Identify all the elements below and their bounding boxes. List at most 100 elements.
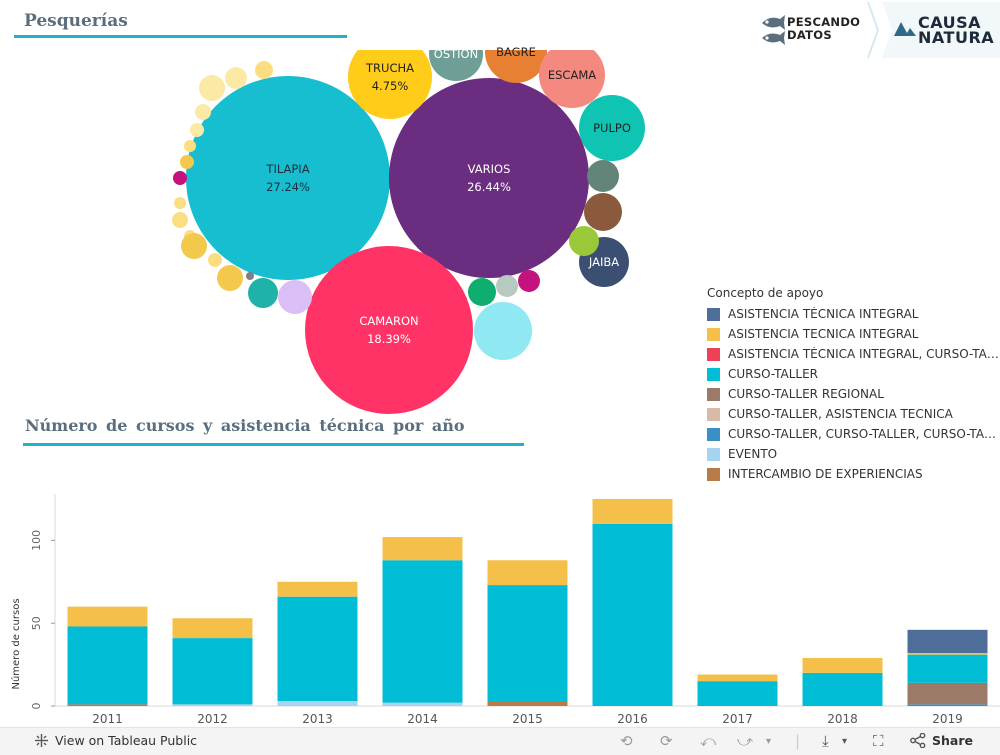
bubble-ostion[interactable] — [429, 50, 483, 81]
bubble-name: ESCAMA — [547, 68, 597, 82]
bubble-small[interactable] — [248, 278, 278, 308]
x-tick-label: 2019 — [932, 712, 963, 726]
legend-item[interactable]: CURSO-TALLER — [707, 364, 1000, 384]
revert-icon[interactable]: ⤺ — [700, 732, 717, 750]
bubble-small[interactable] — [199, 75, 225, 101]
bubble-small[interactable] — [208, 253, 222, 267]
bar-segment[interactable] — [802, 672, 883, 706]
x-tick-label: 2013 — [302, 712, 333, 726]
bubble-small[interactable] — [172, 212, 188, 228]
undo-icon[interactable]: ⟲ — [620, 732, 633, 750]
legend-item[interactable]: CURSO-TALLER, CURSO-TALLER, CURSO-TALLER — [707, 424, 1000, 444]
bubble-name: VARIOS — [467, 162, 511, 176]
bubble-small[interactable] — [195, 104, 211, 120]
bubble-name: BAGRE — [496, 45, 536, 59]
legend-item[interactable]: CURSO-TALLER REGIONAL — [707, 384, 1000, 404]
bubble-label: VARIOS 26.44% — [467, 160, 511, 196]
bar-segment[interactable] — [67, 704, 148, 706]
download-icon[interactable]: ⤓ — [822, 732, 829, 750]
refresh-dropdown-chevron-icon[interactable]: ▾ — [766, 736, 772, 747]
bubble-trucha[interactable] — [348, 50, 432, 119]
bar-segment[interactable] — [907, 704, 988, 706]
y-tick-label: 50 — [30, 616, 43, 630]
courses-bar-chart[interactable]: 0 50 100 Número de cursos 2011 2012 2013 2014 20… — [0, 488, 1000, 728]
bubble-small[interactable] — [190, 123, 204, 137]
legend-item[interactable]: EVENTO — [707, 444, 1000, 464]
view-on-tableau-link[interactable]: View on Tableau Public — [34, 733, 197, 748]
share-button[interactable]: Share — [910, 733, 973, 748]
bubble-small[interactable] — [181, 233, 207, 259]
bubble-small[interactable] — [518, 270, 540, 292]
bar-segment[interactable] — [802, 657, 883, 673]
bar-segment[interactable] — [172, 638, 253, 705]
bar-segment[interactable] — [487, 585, 568, 702]
bar-segment[interactable] — [487, 701, 568, 706]
download-dropdown-chevron-icon[interactable]: ▾ — [842, 736, 848, 747]
bubble-label: TRUCHA 4.75% — [366, 59, 414, 95]
bubble-label: BAGRE — [496, 43, 536, 61]
bubble-small[interactable] — [474, 302, 532, 360]
bubble-camaron[interactable] — [305, 246, 473, 414]
bubble-escama[interactable] — [539, 50, 605, 108]
bar-segment[interactable] — [172, 618, 253, 639]
bubble-label: PULPO — [593, 119, 631, 137]
bubble-small[interactable] — [173, 171, 187, 185]
legend-item[interactable]: ASISTENCIA TECNICA INTEGRAL — [707, 324, 1000, 344]
legend-swatch — [707, 307, 720, 321]
bar-segment[interactable] — [907, 682, 988, 705]
legend-item[interactable]: ASISTENCIA TÉCNICA INTEGRAL, CURSO-TALLE… — [707, 344, 1000, 364]
bar-segment[interactable] — [277, 596, 358, 702]
legend-item[interactable]: ASISTENCIA TÉCNICA INTEGRAL — [707, 304, 1000, 324]
y-tick-label: 100 — [30, 530, 43, 551]
bar-segment[interactable] — [277, 701, 358, 706]
bubble-tilapia[interactable] — [186, 76, 390, 280]
bar-segment[interactable] — [277, 581, 358, 597]
bubble-small[interactable] — [569, 226, 599, 256]
bubble-varios[interactable] — [389, 78, 589, 278]
bar-segment[interactable] — [487, 560, 568, 586]
bar-segment[interactable] — [697, 681, 778, 706]
bar-segment[interactable] — [592, 523, 673, 706]
bubble-small[interactable] — [174, 197, 186, 209]
logo-divider — [867, 1, 880, 59]
bar-segment[interactable] — [172, 704, 253, 706]
bubble-bagre[interactable] — [485, 50, 547, 83]
bar-segment[interactable] — [67, 626, 148, 705]
legend-item[interactable]: INTERCAMBIO DE EXPERIENCIAS — [707, 464, 1000, 484]
bar-segment[interactable] — [697, 674, 778, 682]
bubble-small[interactable] — [255, 61, 273, 79]
bubble-small[interactable] — [584, 193, 622, 231]
view-on-tableau-label: View on Tableau Public — [55, 733, 198, 748]
bubble-small[interactable] — [496, 275, 518, 297]
bubble-small[interactable] — [468, 278, 496, 306]
bar-segment[interactable] — [382, 560, 463, 703]
redo-icon[interactable]: ⟳ — [660, 732, 673, 750]
bubble-pulpo[interactable] — [579, 95, 645, 161]
bar-segment[interactable] — [592, 498, 673, 524]
bar-segment[interactable] — [382, 702, 463, 706]
bubble-small[interactable] — [246, 272, 254, 280]
toolbar-divider: | — [795, 732, 801, 750]
bubble-small[interactable] — [180, 155, 194, 169]
y-axis-title: Número de cursos — [10, 598, 22, 689]
legend-item[interactable]: CURSO-TALLER, ASISTENCIA TECNICA — [707, 404, 1000, 424]
bar-segment[interactable] — [907, 629, 988, 653]
bubble-small[interactable] — [587, 160, 619, 192]
bubble-small[interactable] — [278, 280, 312, 314]
bar-segment[interactable] — [67, 606, 148, 627]
fullscreen-icon[interactable]: ⛶ — [873, 732, 884, 750]
bubble-small[interactable] — [225, 67, 247, 89]
bubble-small[interactable] — [184, 140, 196, 152]
bar-segment[interactable] — [907, 654, 988, 683]
x-tick-label: 2016 — [617, 712, 648, 726]
bar-segment[interactable] — [382, 537, 463, 561]
share-label: Share — [932, 733, 973, 748]
bubble-label: JAIBA — [589, 253, 619, 271]
refresh-icon[interactable]: ⤻ — [737, 732, 754, 750]
courses-chart-title: Número de cursos y asistencia técnica po… — [25, 416, 465, 435]
legend-swatch — [707, 327, 720, 341]
fisheries-bubble-chart[interactable]: TILAPIA 27.24% VARIOS 26.44% CAMARON 18.39% TR… — [160, 45, 660, 420]
x-tick-label: 2018 — [827, 712, 858, 726]
bubble-small[interactable] — [217, 265, 243, 291]
bar-segment[interactable] — [907, 653, 988, 655]
